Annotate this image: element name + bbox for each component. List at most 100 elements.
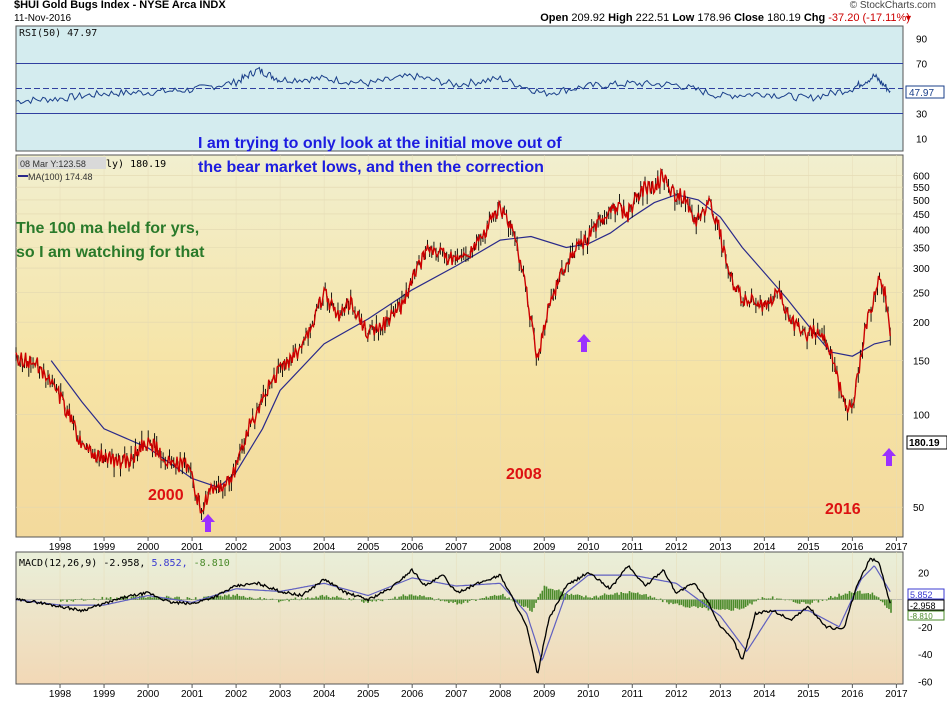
macd-hist-bar <box>736 599 739 609</box>
macd-hist-bar <box>718 599 720 610</box>
macd-hist-bar <box>813 599 815 601</box>
macd-hist-bar <box>624 593 627 600</box>
macd-hist-bar <box>167 596 170 600</box>
rsi-tick-90: 90 <box>916 35 928 46</box>
crosshair-readout-box <box>18 157 106 169</box>
macd-hist-bar <box>863 593 865 600</box>
macd-hist-bar <box>516 599 519 603</box>
macd-hist-bar <box>873 595 876 600</box>
x-tick-2017: 2017 <box>885 542 908 553</box>
macd-hist-bar <box>149 596 151 600</box>
macd-hist-bar <box>576 594 579 600</box>
x-tick-2006: 2006 <box>401 542 424 553</box>
macd-hist-bar <box>707 599 710 611</box>
macd-hist-bar <box>414 595 417 600</box>
macd-hist-bar <box>271 598 274 600</box>
macd-hist-bar <box>755 599 757 602</box>
macd-hist-bar <box>460 599 463 605</box>
macd-hist-bar <box>728 599 730 610</box>
macd-hist-bar <box>493 594 496 600</box>
macd-hist-bar <box>661 599 664 603</box>
macd-hist-bar <box>695 599 697 607</box>
rsi-line <box>15 66 891 105</box>
x-tick-1998: 1998 <box>49 542 72 553</box>
macd-hist-bar <box>693 599 695 607</box>
macd-hist-bar <box>392 598 394 600</box>
x-tick-2014: 2014 <box>753 689 776 700</box>
price-tick-500: 500 <box>913 196 930 207</box>
macd-hist-bar <box>670 599 672 603</box>
macd-hist-bar <box>319 595 322 600</box>
macd-hist-bar <box>612 594 614 600</box>
quote-label-low: Low <box>669 12 697 24</box>
macd-hist-bar <box>749 599 751 604</box>
quote-value-chg: -37.20 (-17.11%) <box>828 12 910 24</box>
macd-hist-bar <box>450 599 452 602</box>
macd-hist-bar <box>610 594 612 600</box>
macd-hist-bar <box>344 599 346 600</box>
macd-hist-bar <box>711 599 714 609</box>
rsi-tick-70: 70 <box>916 60 928 71</box>
macd-hist-bar <box>655 598 658 600</box>
macd-hist-bar <box>466 599 469 603</box>
macd-hist-bar <box>807 599 809 604</box>
macd-legend: MACD(12,26,9) -2.958, 5.852, -8.810 <box>19 558 230 569</box>
macd-tick-20: 20 <box>918 568 930 579</box>
x-tick-2008: 2008 <box>489 542 512 553</box>
macd-hist-bar <box>363 599 365 603</box>
macd-hist-bar <box>425 597 427 600</box>
rsi-tick-30: 30 <box>916 110 928 121</box>
macd-hist-bar <box>311 597 313 600</box>
macd-hist-bar <box>373 599 375 601</box>
macd-hist-bar <box>280 599 282 602</box>
watermark: © StockCharts.com <box>850 0 936 11</box>
x-tick-2009: 2009 <box>533 542 556 553</box>
macd-hist-bar <box>568 595 571 600</box>
macd-hist-bar <box>551 589 554 600</box>
x-tick-2012: 2012 <box>665 542 688 553</box>
macd-hist-bar <box>871 592 874 600</box>
macd-hist-bar <box>583 597 585 600</box>
macd-hist-bar <box>769 598 772 600</box>
macd-hist-bar <box>433 599 436 601</box>
x-tick-2002: 2002 <box>225 542 248 553</box>
macd-hist-bar <box>637 592 639 600</box>
macd-hist-bar <box>744 599 747 607</box>
macd-hist-bar <box>165 595 168 600</box>
macd-hist-bar <box>93 598 95 600</box>
up-arrow-icon-2016 <box>882 448 896 466</box>
macd-hist-bar <box>321 594 324 600</box>
x-tick-2011: 2011 <box>622 542 644 553</box>
macd-hist-bar <box>597 597 600 600</box>
macd-hist-bar <box>290 598 292 600</box>
note-green-line2: so I am watching for that <box>16 244 205 261</box>
price-tick-150: 150 <box>913 357 930 368</box>
macd-hist-bar <box>846 593 849 600</box>
x-tick-2017: 2017 <box>885 689 908 700</box>
macd-hist-bar <box>265 598 268 600</box>
macd-hist-bar <box>805 599 807 604</box>
macd-hist-bar <box>439 599 442 602</box>
price-line <box>15 167 891 514</box>
macd-hist-bar <box>236 593 238 600</box>
macd-hist-bar <box>402 594 405 600</box>
macd-hist-bar <box>715 599 718 610</box>
quote-value-high: 222.51 <box>636 12 670 24</box>
price-panel <box>15 154 904 538</box>
macd-hist-bar <box>581 595 583 600</box>
x-tick-2005: 2005 <box>357 542 380 553</box>
price-last-tag <box>906 435 947 450</box>
macd-hist-bar <box>263 598 265 600</box>
macd-hist-bar <box>336 595 338 600</box>
quote-label-chg: Chg <box>801 12 829 24</box>
price-tick-350: 350 <box>913 244 930 255</box>
x-tick-1998: 1998 <box>49 689 72 700</box>
macd-hist-bar <box>394 596 396 600</box>
label-2000: 2000 <box>148 487 184 504</box>
macd-hist-bar <box>815 599 818 601</box>
macd-hist-bar <box>620 592 622 600</box>
macd-hist-bar <box>628 591 631 600</box>
rsi-legend: RSI(50) 47.97 <box>19 28 97 39</box>
